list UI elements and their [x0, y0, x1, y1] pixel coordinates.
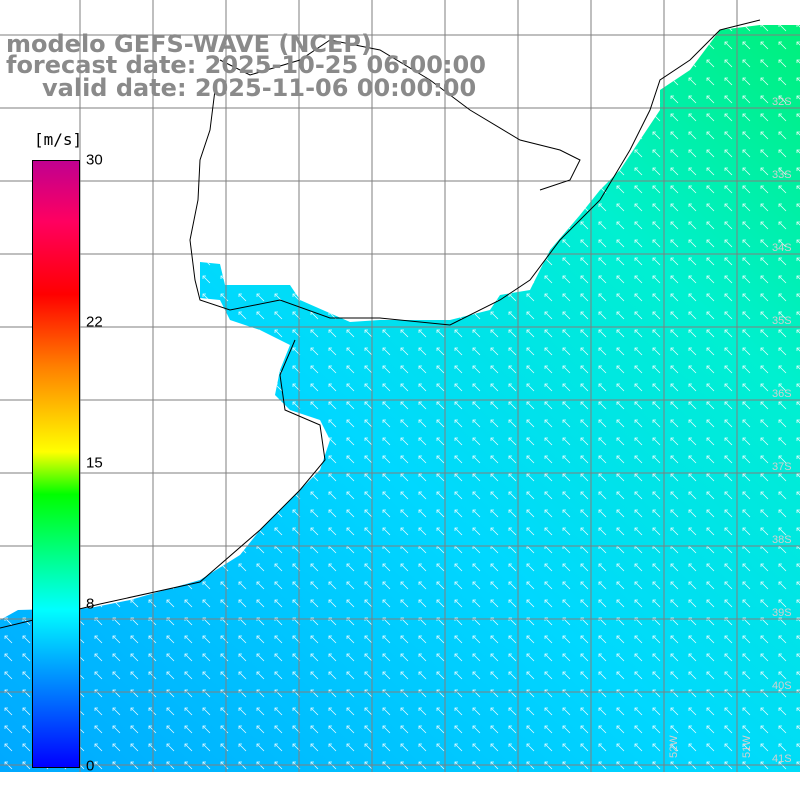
coastline	[0, 19, 761, 629]
colorbar-tick-label: 8	[86, 595, 95, 613]
latitude-label: 36S	[772, 388, 792, 400]
colorbar-tick-label: 0	[86, 757, 95, 775]
colorbar-tick-label: 22	[86, 313, 103, 331]
latitude-label: 32S	[772, 96, 792, 108]
arrow-field	[0, 25, 800, 772]
longitude-label: 52W	[668, 735, 680, 758]
title-model: modelo GEFS-WAVE (NCEP)	[6, 30, 372, 58]
latitude-label: 39S	[772, 607, 792, 619]
colorbar-tick-label: 30	[86, 151, 103, 169]
latitude-label: 38S	[772, 534, 792, 546]
title-valid-date: valid date: 2025-11-06 00:00:00	[42, 74, 477, 102]
latitude-label: 35S	[772, 315, 792, 327]
latitude-label: 41S	[772, 753, 792, 765]
latitude-label: 34S	[772, 242, 792, 254]
colorbar-units: [m/s]	[34, 130, 83, 149]
latitude-label: 33S	[772, 169, 792, 181]
title-forecast-date: forecast date: 2025-10-25 06:00:00	[6, 51, 486, 79]
wind-speed-field	[0, 25, 800, 772]
colorbar-legend: [m/s] 30 22 15 8 0	[0, 124, 112, 775]
latitude-label: 37S	[772, 461, 792, 473]
latitude-label: 40S	[772, 680, 792, 692]
graticule	[0, 0, 800, 772]
colorbar-gradient	[32, 160, 80, 768]
colorbar-tick-label: 15	[86, 454, 103, 472]
longitude-label: 51W	[741, 735, 753, 758]
